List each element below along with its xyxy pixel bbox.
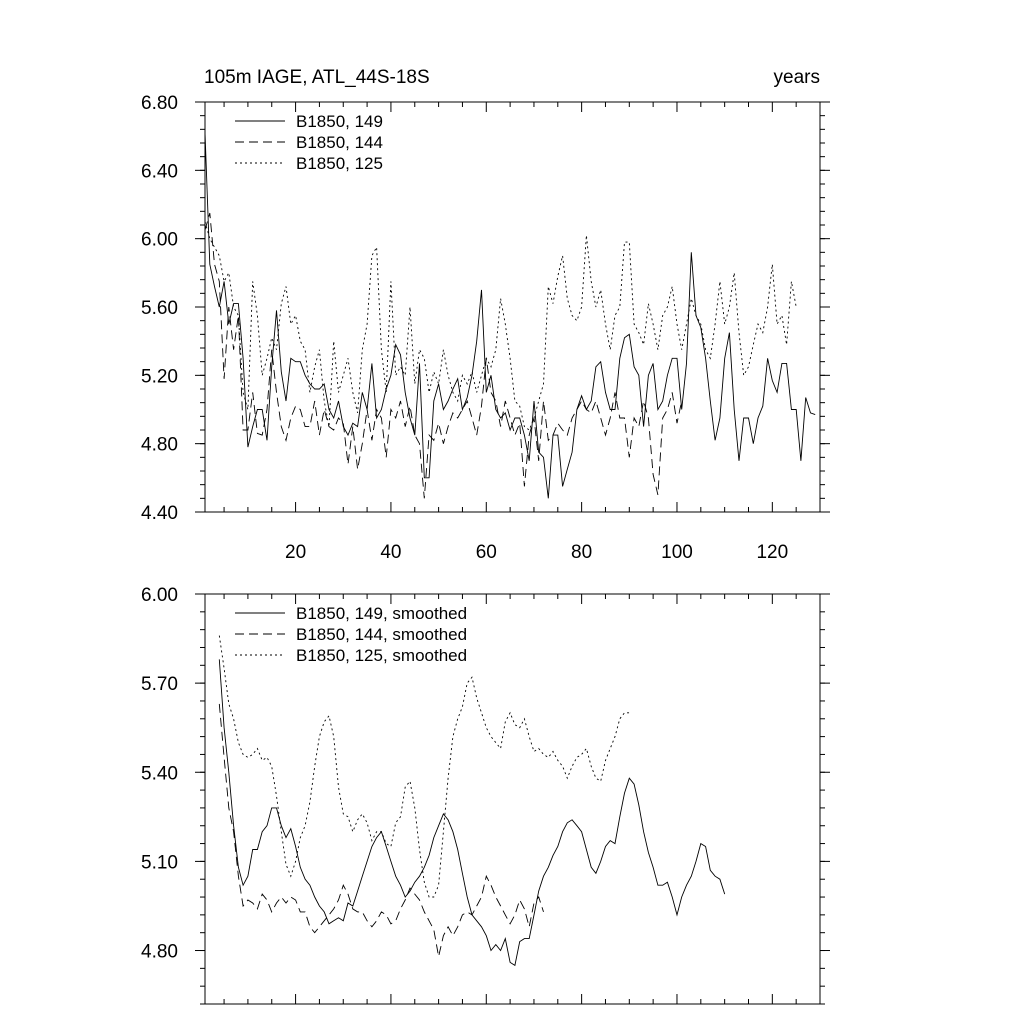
bottom-panel-ticks <box>195 593 830 1005</box>
y-tick-label: 6.40 <box>141 161 178 182</box>
legend-label-125: B1850, 125 <box>296 154 383 173</box>
series-line-solid <box>218 659 726 967</box>
legend-label-149: B1850, 149 <box>296 112 383 131</box>
top-panel-ticks <box>195 101 830 513</box>
top-panel: 105m IAGE, ATL_44S-18S years 4.40 4.80 5.2… <box>141 67 830 563</box>
y-tick-label: 4.40 <box>141 503 178 524</box>
bottom-panel: 4.80 5.10 5.40 5.70 6.00 B1850, 149, smoothe… <box>141 585 830 1005</box>
legend-label-144-smoothed: B1850, 144, smoothed <box>296 625 467 644</box>
series-line-dotted <box>218 635 630 898</box>
bottom-panel-tick-labels: 4.80 5.10 5.40 5.70 6.00 <box>141 585 178 963</box>
series-line-dashed <box>218 703 544 957</box>
top-panel-tick-labels: 4.40 4.80 5.20 5.60 6.00 6.40 6.80 20 40 60 80 100 1… <box>141 93 788 563</box>
x-tick-label: 40 <box>380 542 401 563</box>
series-line-dotted <box>204 221 797 431</box>
y-tick-label: 5.40 <box>141 763 178 784</box>
y-tick-label: 6.00 <box>141 585 178 606</box>
y-tick-label: 5.20 <box>141 366 178 387</box>
top-panel-units: years <box>774 67 820 88</box>
y-tick-label: 6.80 <box>141 93 178 114</box>
top-panel-title: 105m IAGE, ATL_44S-18S <box>204 67 430 88</box>
top-panel-legend: B1850, 149 B1850, 144 B1850, 125 <box>235 112 383 173</box>
x-tick-label: 20 <box>285 542 306 563</box>
y-tick-label: 4.80 <box>141 942 178 963</box>
x-tick-label: 60 <box>476 542 497 563</box>
legend-label-125-smoothed: B1850, 125, smoothed <box>296 646 467 665</box>
y-tick-label: 4.80 <box>141 435 178 456</box>
bottom-plot-frame <box>204 593 821 1005</box>
y-tick-label: 5.60 <box>141 298 178 319</box>
x-tick-label: 80 <box>571 542 592 563</box>
y-tick-label: 5.70 <box>141 674 178 695</box>
legend-label-149-smoothed: B1850, 149, smoothed <box>296 604 467 623</box>
y-tick-label: 6.00 <box>141 230 178 251</box>
bottom-panel-series <box>218 635 726 967</box>
series-line-dashed <box>204 212 683 499</box>
bottom-panel-legend: B1850, 149, smoothed B1850, 144, smoothe… <box>235 604 467 665</box>
y-tick-label: 5.10 <box>141 852 178 873</box>
top-panel-series <box>204 132 816 499</box>
series-line-solid <box>204 132 816 499</box>
x-tick-label: 100 <box>661 542 693 563</box>
x-tick-label: 120 <box>756 542 788 563</box>
legend-label-144: B1850, 144 <box>296 133 383 152</box>
